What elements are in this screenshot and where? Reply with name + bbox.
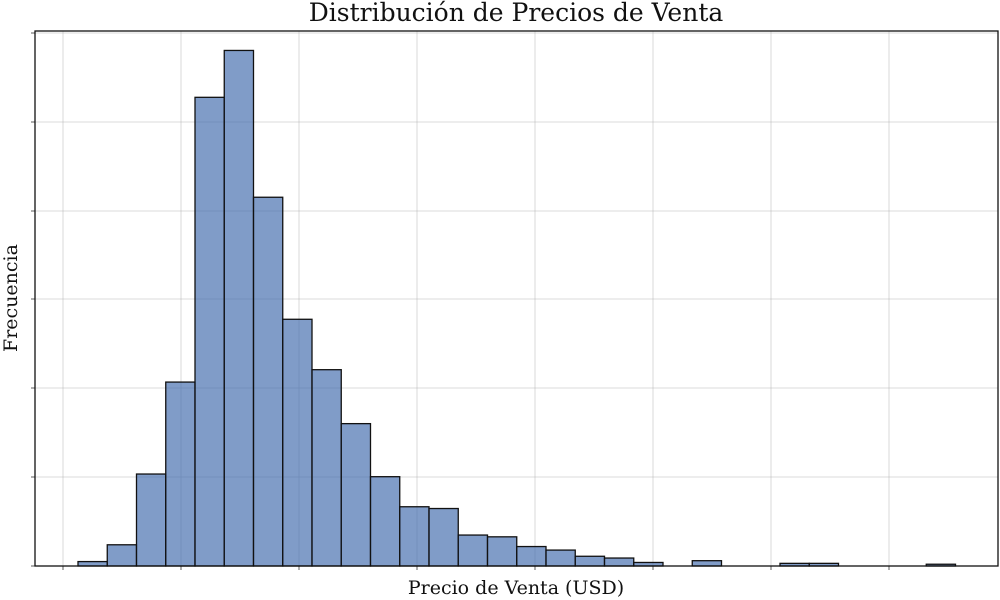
histogram-bar <box>574 555 606 567</box>
plot-frame <box>34 30 999 567</box>
histogram-bar <box>399 506 430 567</box>
histogram-bar <box>516 545 547 567</box>
x-axis-label: Precio de Venta (USD) <box>408 577 624 599</box>
histogram-bar <box>223 49 255 567</box>
histogram-bar <box>545 549 576 567</box>
histogram-bars <box>77 49 957 567</box>
histogram-bar <box>135 473 167 567</box>
histogram-bar <box>428 507 459 567</box>
axis-ticks <box>31 32 890 570</box>
histogram-bar <box>603 557 635 567</box>
histogram-bar <box>194 96 225 567</box>
histogram-bar <box>369 476 401 567</box>
histogram-bar <box>340 422 372 567</box>
histogram-bar <box>457 534 489 567</box>
histogram-bar <box>311 369 342 567</box>
histogram-bar <box>77 560 108 567</box>
histogram-bar <box>691 560 723 567</box>
histogram-bar <box>106 544 138 567</box>
histogram-bar <box>486 536 518 567</box>
histogram-bar <box>165 381 196 567</box>
histogram-bar <box>252 196 284 567</box>
y-axis-label: Frecuencia <box>0 244 22 352</box>
chart-title: Distribución de Precios de Venta <box>309 0 724 27</box>
histogram-bar <box>282 318 313 567</box>
